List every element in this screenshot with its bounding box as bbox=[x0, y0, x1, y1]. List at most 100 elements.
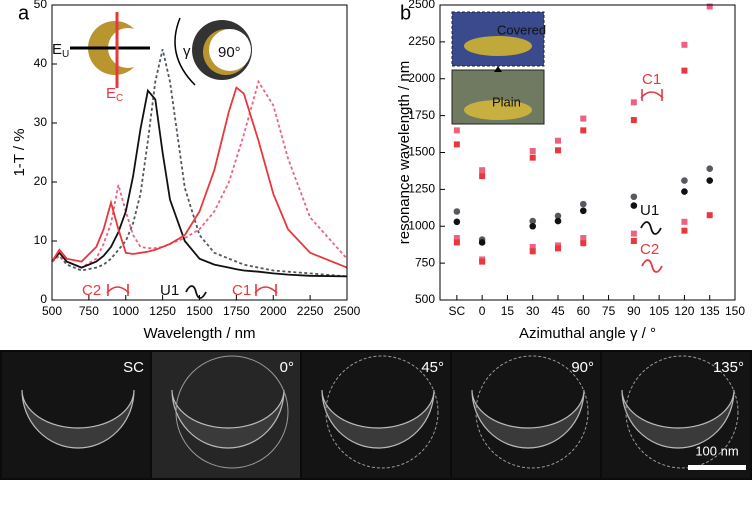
point bbox=[529, 243, 536, 250]
x-tick-label: 1000 bbox=[112, 304, 139, 318]
point bbox=[580, 240, 587, 247]
y-tick-label: 30 bbox=[34, 115, 48, 129]
y-tick-label: 2000 bbox=[408, 71, 435, 85]
x-tick-label: 30 bbox=[526, 304, 540, 318]
annotation-text: E bbox=[52, 41, 62, 58]
image-label: 0° bbox=[280, 359, 294, 376]
x-tick-label: SC bbox=[449, 304, 466, 318]
point bbox=[529, 222, 537, 230]
point bbox=[580, 115, 587, 122]
point bbox=[630, 202, 638, 209]
point bbox=[706, 177, 714, 184]
point bbox=[554, 212, 562, 220]
disk-outline bbox=[325, 355, 439, 469]
y-tick-label: 750 bbox=[415, 255, 435, 269]
annotation: C1 bbox=[642, 71, 661, 88]
crescent-hole bbox=[209, 29, 251, 71]
inset-arrow bbox=[494, 66, 502, 72]
crescent-outline bbox=[621, 389, 735, 449]
annotation: C2 bbox=[640, 241, 659, 258]
point bbox=[681, 218, 688, 225]
x-tick-label: 75 bbox=[602, 304, 616, 318]
mode-icon bbox=[640, 221, 662, 235]
x-tick-label: 15 bbox=[501, 304, 515, 318]
x-tick-label: 1500 bbox=[186, 304, 213, 318]
x-tick-label: 135 bbox=[700, 304, 720, 318]
image-label: 90° bbox=[571, 359, 594, 376]
annotation-text: γ bbox=[183, 43, 191, 60]
mode-icon bbox=[185, 285, 207, 299]
x-tick-label: 45 bbox=[551, 304, 565, 318]
y-tick-label: 1750 bbox=[408, 108, 435, 122]
y-axis-label: 1-T / % bbox=[11, 128, 28, 176]
annotation: γ bbox=[183, 43, 191, 60]
point bbox=[706, 3, 713, 10]
x-tick-label: 0 bbox=[479, 304, 486, 318]
x-tick-label: 90 bbox=[627, 304, 641, 318]
annotation: C2 bbox=[82, 282, 101, 299]
annotation: EU bbox=[52, 41, 69, 60]
y-tick-label: 50 bbox=[34, 0, 48, 11]
line-series bbox=[51, 88, 348, 278]
y-tick-label: 20 bbox=[34, 174, 48, 188]
annotation-text: C1 bbox=[232, 282, 251, 299]
x-tick-label: 1750 bbox=[223, 304, 250, 318]
annotation-text: E bbox=[106, 85, 116, 102]
image-label: SC bbox=[123, 359, 144, 376]
inset-label: Plain bbox=[492, 94, 521, 109]
y-tick-label: 1500 bbox=[408, 145, 435, 159]
y-tick-label: 500 bbox=[415, 292, 435, 306]
point bbox=[453, 141, 460, 148]
point bbox=[706, 212, 713, 219]
crescent-outline bbox=[471, 389, 585, 449]
disk-outline bbox=[175, 355, 289, 469]
inset-disk bbox=[464, 100, 532, 120]
panel-label: b bbox=[400, 2, 411, 24]
point bbox=[479, 167, 486, 174]
y-tick-label: 2250 bbox=[408, 34, 435, 48]
point bbox=[453, 218, 461, 226]
point bbox=[681, 177, 688, 184]
point bbox=[630, 193, 638, 201]
point bbox=[555, 137, 561, 144]
plot-frame bbox=[439, 4, 736, 301]
crescent-outline bbox=[21, 389, 135, 449]
point bbox=[529, 154, 536, 161]
panel-label: a bbox=[18, 2, 30, 24]
annotation-text: 90° bbox=[218, 44, 241, 61]
line-series bbox=[51, 86, 348, 269]
point bbox=[681, 41, 688, 48]
point bbox=[681, 67, 688, 74]
annotation-text: U1 bbox=[640, 202, 659, 219]
point bbox=[630, 99, 637, 106]
x-tick-label: 2000 bbox=[260, 304, 287, 318]
x-tick-label: 150 bbox=[725, 304, 745, 318]
point bbox=[453, 239, 460, 246]
y-tick-label: 1250 bbox=[408, 182, 435, 196]
annotation: EC bbox=[106, 85, 123, 104]
annotation: U1 bbox=[160, 282, 179, 299]
crescent-outline bbox=[321, 389, 435, 449]
plot-frame bbox=[51, 4, 348, 301]
point bbox=[453, 235, 460, 242]
point bbox=[580, 235, 587, 242]
y-tick-label: 10 bbox=[34, 233, 48, 247]
x-axis-label: Azimuthal angle γ / ° bbox=[519, 325, 656, 342]
x-tick-label: 2500 bbox=[334, 304, 361, 318]
mode-icon bbox=[641, 259, 663, 273]
image-label: 45° bbox=[421, 359, 444, 376]
disk-outline bbox=[475, 355, 589, 469]
line-series bbox=[51, 79, 348, 269]
annotation-text: U1 bbox=[160, 282, 179, 299]
y-tick-label: 40 bbox=[34, 56, 48, 70]
x-tick-label: 1250 bbox=[149, 304, 176, 318]
point bbox=[681, 188, 688, 195]
disk-outline bbox=[625, 355, 739, 469]
point bbox=[706, 165, 714, 173]
point bbox=[580, 127, 587, 134]
annotation: U1 bbox=[640, 202, 659, 219]
point bbox=[555, 147, 561, 154]
mode-icon bbox=[640, 91, 664, 99]
point bbox=[554, 217, 562, 225]
